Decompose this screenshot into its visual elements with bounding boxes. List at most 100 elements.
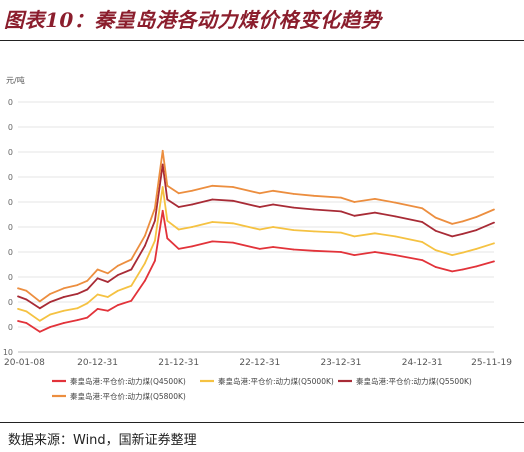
data-point-q5000k bbox=[258, 228, 261, 231]
y-tick-label: 0 bbox=[8, 173, 13, 182]
x-tick-label: 23-12-31 bbox=[320, 358, 361, 368]
y-tick-label: 0 bbox=[8, 123, 13, 132]
x-tick-label: 22-12-31 bbox=[239, 358, 280, 368]
data-point-q5800k bbox=[461, 220, 464, 223]
data-point-q4500k bbox=[76, 319, 79, 321]
data-point-q4500k bbox=[191, 245, 193, 248]
data-point-q5800k bbox=[106, 272, 109, 275]
data-point-q5000k bbox=[211, 221, 214, 223]
data-point-q5000k bbox=[76, 307, 79, 310]
y-tick-label: 0 bbox=[8, 323, 13, 332]
data-point-q5500k bbox=[38, 307, 41, 310]
data-point-q5000k bbox=[166, 219, 169, 222]
data-point-q5800k bbox=[493, 208, 495, 211]
data-point-q5500k bbox=[451, 235, 454, 238]
data-point-q5800k bbox=[76, 284, 79, 286]
data-point-q5000k bbox=[493, 242, 495, 245]
legend-label-q5800k: 秦皇岛港:平仓价:动力煤(Q5800K) bbox=[70, 391, 186, 401]
data-point-q5000k bbox=[130, 284, 133, 287]
data-point-q4500k bbox=[130, 299, 133, 302]
data-point-q5800k bbox=[292, 193, 295, 195]
data-point-q5500k bbox=[96, 277, 99, 280]
data-point-q5500k bbox=[475, 229, 478, 232]
data-point-q5500k bbox=[394, 215, 397, 218]
data-point-q5800k bbox=[374, 198, 376, 200]
data-point-q5500k bbox=[116, 274, 119, 276]
data-point-q5800k bbox=[191, 189, 193, 192]
legend-label-q5500k: 秦皇岛港:平仓价:动力煤(Q5500K) bbox=[356, 376, 472, 386]
data-point-q4500k bbox=[96, 308, 99, 310]
data-point-q5000k bbox=[154, 239, 156, 242]
data-point-q4500k bbox=[434, 266, 437, 268]
data-point-q5000k bbox=[17, 308, 19, 310]
data-point-q4500k bbox=[461, 268, 464, 271]
data-point-q5000k bbox=[177, 228, 180, 231]
data-point-q4500k bbox=[144, 279, 146, 282]
data-point-q5000k bbox=[144, 262, 146, 265]
y-tick-label: 0 bbox=[8, 273, 13, 282]
data-point-q4500k bbox=[49, 326, 52, 328]
x-tick-label: 20-12-31 bbox=[77, 358, 118, 368]
data-point-q5800k bbox=[353, 201, 356, 203]
series-line-q5000k bbox=[17, 186, 495, 322]
data-point-q5800k bbox=[272, 189, 274, 192]
data-point-q4500k bbox=[421, 259, 424, 261]
x-tick-labels: 20-01-08 20-12-31 21-12-31 22-12-31 23-12-31… bbox=[4, 358, 512, 368]
data-point-q5000k bbox=[62, 309, 65, 312]
data-point-q4500k bbox=[62, 322, 65, 324]
data-point-q5500k bbox=[130, 268, 133, 271]
title-divider bbox=[0, 40, 524, 41]
data-point-q5500k bbox=[191, 203, 193, 206]
data-point-q5800k bbox=[421, 207, 424, 210]
data-point-q5500k bbox=[166, 198, 169, 201]
data-point-q4500k bbox=[475, 265, 478, 268]
data-point-q5500k bbox=[161, 163, 164, 166]
data-point-q5500k bbox=[25, 298, 28, 301]
data-point-q5500k bbox=[86, 288, 89, 291]
data-point-q5500k bbox=[353, 214, 356, 217]
source-divider bbox=[0, 422, 524, 423]
data-point-q5000k bbox=[49, 313, 52, 316]
data-point-q5000k bbox=[374, 232, 376, 235]
series-line-q5500k bbox=[17, 163, 495, 310]
data-point-q5000k bbox=[232, 222, 234, 225]
data-point-q4500k bbox=[211, 240, 214, 243]
data-point-q5500k bbox=[106, 281, 109, 283]
data-point-q4500k bbox=[154, 259, 156, 262]
data-point-q4500k bbox=[161, 209, 164, 212]
data-point-q5000k bbox=[96, 293, 99, 296]
data-point-q5800k bbox=[258, 192, 261, 195]
x-tick-label: 21-12-31 bbox=[158, 358, 199, 368]
y-tick-labels: 10 0 0 0 0 0 0 0 0 0 0 bbox=[3, 98, 13, 357]
data-point-q5800k bbox=[62, 287, 65, 290]
series-line-q5800k bbox=[17, 149, 495, 303]
data-point-q5000k bbox=[340, 231, 342, 234]
data-point-q5500k bbox=[434, 229, 437, 232]
legend: 秦皇岛港:平仓价:动力煤(Q4500K) 秦皇岛港:平仓价:动力煤(Q5000K)… bbox=[52, 376, 472, 401]
data-point-q4500k bbox=[232, 241, 234, 244]
data-point-q5000k bbox=[191, 226, 193, 228]
data-point-q4500k bbox=[17, 320, 19, 322]
x-tick-label: 24-12-31 bbox=[402, 358, 443, 368]
source-note: 数据来源：Wind，国新证券整理 bbox=[8, 433, 197, 448]
data-point-q5500k bbox=[374, 211, 376, 214]
y-tick-label: 0 bbox=[8, 198, 13, 207]
data-point-q5000k bbox=[353, 235, 356, 238]
data-point-q5500k bbox=[421, 221, 424, 223]
data-point-q5000k bbox=[461, 251, 464, 254]
y-tick-label: 0 bbox=[8, 248, 13, 257]
data-point-q5500k bbox=[177, 206, 180, 208]
data-point-q4500k bbox=[374, 251, 376, 253]
data-point-q5800k bbox=[451, 223, 454, 225]
data-point-q4500k bbox=[272, 246, 274, 248]
data-point-q5500k bbox=[211, 198, 214, 201]
data-point-q5800k bbox=[38, 300, 41, 303]
data-point-q5000k bbox=[25, 310, 28, 313]
data-point-q5000k bbox=[86, 302, 89, 305]
data-point-q5500k bbox=[313, 208, 315, 211]
data-point-q5000k bbox=[106, 296, 109, 298]
grid-layer bbox=[18, 101, 494, 353]
data-point-q5800k bbox=[475, 216, 478, 218]
data-point-q4500k bbox=[25, 322, 28, 324]
data-point-q5500k bbox=[272, 203, 274, 206]
